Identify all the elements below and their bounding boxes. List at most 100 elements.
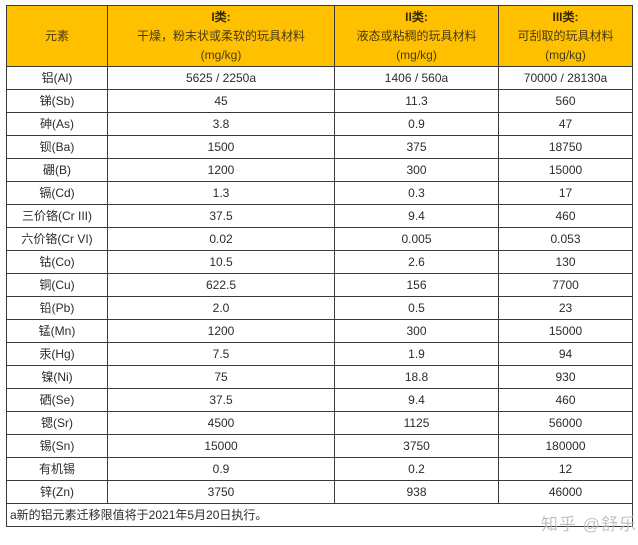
cell-class3: 130 (498, 250, 633, 274)
cell-class2: 0.9 (334, 112, 499, 136)
footnote-row: a新的铝元素迁移限值将于2021年5月20日执行。 (6, 503, 633, 527)
table-row: 锑(Sb) 45 11.3 560 (6, 89, 633, 113)
table-row: 钡(Ba) 1500 375 18750 (6, 135, 633, 159)
header-class2-desc: 液态或粘稠的玩具材料 (356, 28, 477, 43)
cell-class2: 0.5 (334, 296, 499, 320)
cell-class2: 375 (334, 135, 499, 159)
cell-class3: 23 (498, 296, 633, 320)
cell-class3: 70000 / 28130a (498, 66, 633, 90)
cell-class1: 75 (107, 365, 335, 389)
cell-class3: 17 (498, 181, 633, 205)
cell-class2: 11.3 (334, 89, 499, 113)
table-row: 锶(Sr) 4500 1125 56000 (6, 411, 633, 435)
cell-class1: 622.5 (107, 273, 335, 297)
cell-element: 锑(Sb) (6, 89, 108, 113)
cell-element: 硒(Se) (6, 388, 108, 412)
header-row: 元素 I类: 干燥，粉末状或柔软的玩具材料 (mg/kg) II类: 液态或粘稠… (6, 5, 633, 67)
cell-class1: 45 (107, 89, 335, 113)
cell-class1: 3.8 (107, 112, 335, 136)
cell-class3: 930 (498, 365, 633, 389)
table-row: 砷(As) 3.8 0.9 47 (6, 112, 633, 136)
header-class2: II类: 液态或粘稠的玩具材料 (mg/kg) (334, 5, 499, 67)
table-row: 硼(B) 1200 300 15000 (6, 158, 633, 182)
header-class3-unit: (mg/kg) (545, 47, 586, 62)
cell-class1: 1200 (107, 158, 335, 182)
cell-class3: 94 (498, 342, 633, 366)
migration-limits-table-container: 元素 I类: 干燥，粉末状或柔软的玩具材料 (mg/kg) II类: 液态或粘稠… (6, 5, 633, 527)
cell-class2: 1.9 (334, 342, 499, 366)
cell-element: 锌(Zn) (6, 480, 108, 504)
cell-class3: 180000 (498, 434, 633, 458)
cell-class2: 0.3 (334, 181, 499, 205)
table-row: 钴(Co) 10.5 2.6 130 (6, 250, 633, 274)
cell-element: 汞(Hg) (6, 342, 108, 366)
cell-class1: 10.5 (107, 250, 335, 274)
cell-class1: 5625 / 2250a (107, 66, 335, 90)
header-class2-title: II类: (405, 9, 428, 24)
cell-class3: 46000 (498, 480, 633, 504)
header-class1-desc: 干燥，粉末状或柔软的玩具材料 (136, 28, 305, 43)
table-row: 三价铬(Cr III) 37.5 9.4 460 (6, 204, 633, 228)
cell-class3: 560 (498, 89, 633, 113)
cell-class3: 56000 (498, 411, 633, 435)
table-row: 铝(Al) 5625 / 2250a 1406 / 560a 70000 / 2813… (6, 66, 633, 90)
cell-class2: 1125 (334, 411, 499, 435)
cell-class3: 7700 (498, 273, 633, 297)
cell-element: 铝(Al) (6, 66, 108, 90)
table-row: 锡(Sn) 15000 3750 180000 (6, 434, 633, 458)
cell-class3: 460 (498, 204, 633, 228)
table-row: 汞(Hg) 7.5 1.9 94 (6, 342, 633, 366)
cell-class2: 300 (334, 319, 499, 343)
cell-class1: 0.02 (107, 227, 335, 251)
cell-element: 铜(Cu) (6, 273, 108, 297)
cell-class3: 460 (498, 388, 633, 412)
cell-class1: 1.3 (107, 181, 335, 205)
cell-element: 六价铬(Cr VI) (6, 227, 108, 251)
cell-element: 钴(Co) (6, 250, 108, 274)
cell-class2: 0.005 (334, 227, 499, 251)
cell-class1: 3750 (107, 480, 335, 504)
cell-element: 镉(Cd) (6, 181, 108, 205)
header-class3: III类: 可刮取的玩具材料 (mg/kg) (498, 5, 633, 67)
table-body: 铝(Al) 5625 / 2250a 1406 / 560a 70000 / 2813… (6, 66, 633, 527)
cell-element: 锶(Sr) (6, 411, 108, 435)
cell-class1: 37.5 (107, 388, 335, 412)
table-row: 铅(Pb) 2.0 0.5 23 (6, 296, 633, 320)
header-class2-unit: (mg/kg) (396, 47, 437, 62)
cell-class2: 156 (334, 273, 499, 297)
cell-class2: 2.6 (334, 250, 499, 274)
cell-element: 钡(Ba) (6, 135, 108, 159)
header-class3-desc: 可刮取的玩具材料 (517, 28, 614, 43)
cell-class1: 1500 (107, 135, 335, 159)
cell-class2: 9.4 (334, 388, 499, 412)
table-row: 镍(Ni) 75 18.8 930 (6, 365, 633, 389)
cell-class2: 18.8 (334, 365, 499, 389)
cell-class1: 7.5 (107, 342, 335, 366)
header-element-label: 元素 (44, 28, 69, 43)
cell-class1: 4500 (107, 411, 335, 435)
cell-class3: 15000 (498, 158, 633, 182)
header-class1: I类: 干燥，粉末状或柔软的玩具材料 (mg/kg) (107, 5, 335, 67)
header-class1-unit: (mg/kg) (200, 47, 242, 62)
cell-element: 锡(Sn) (6, 434, 108, 458)
cell-class3: 18750 (498, 135, 633, 159)
cell-class2: 9.4 (334, 204, 499, 228)
cell-class3: 0.053 (498, 227, 633, 251)
header-class3-title: III类: (552, 9, 579, 24)
cell-class1: 15000 (107, 434, 335, 458)
header-class1-title: I类: (211, 9, 231, 24)
cell-class1: 0.9 (107, 457, 335, 481)
cell-class2: 0.2 (334, 457, 499, 481)
cell-class2: 300 (334, 158, 499, 182)
cell-element: 砷(As) (6, 112, 108, 136)
cell-class3: 15000 (498, 319, 633, 343)
cell-class3: 12 (498, 457, 633, 481)
cell-class1: 1200 (107, 319, 335, 343)
cell-class2: 1406 / 560a (334, 66, 499, 90)
table-row: 硒(Se) 37.5 9.4 460 (6, 388, 633, 412)
table-row: 镉(Cd) 1.3 0.3 17 (6, 181, 633, 205)
table-row: 有机锡 0.9 0.2 12 (6, 457, 633, 481)
footnote: a新的铝元素迁移限值将于2021年5月20日执行。 (6, 503, 633, 527)
cell-element: 硼(B) (6, 158, 108, 182)
table-row: 锌(Zn) 3750 938 46000 (6, 480, 633, 504)
